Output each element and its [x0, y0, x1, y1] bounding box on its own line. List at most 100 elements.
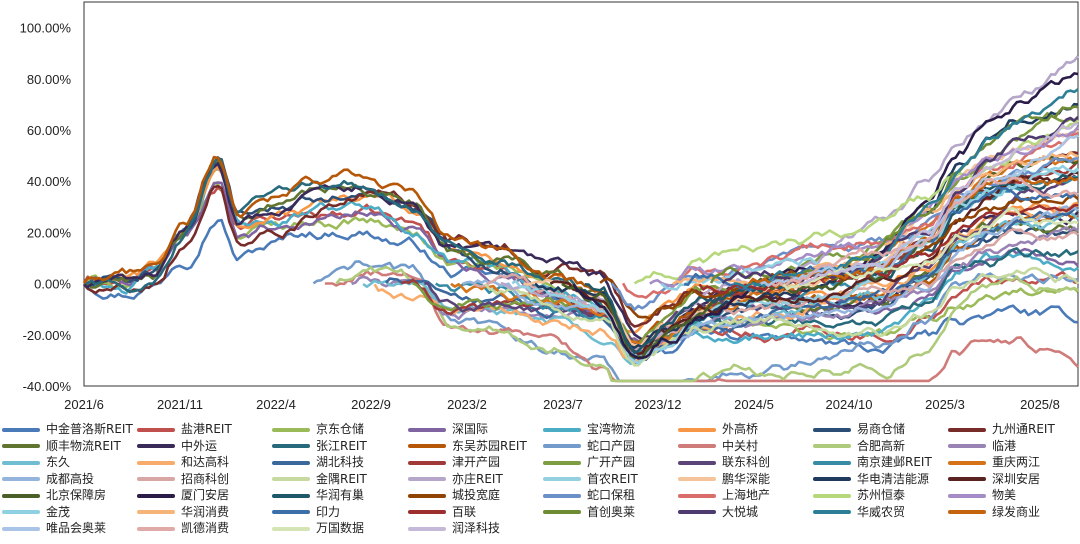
- legend-swatch: [948, 444, 986, 448]
- legend-item: 苏州恒泰: [813, 488, 905, 503]
- legend-label: 厦门安居: [181, 488, 230, 502]
- legend-label: 百联: [452, 504, 477, 519]
- legend-item: 东久: [2, 455, 70, 470]
- legend-label: 苏州恒泰: [857, 488, 906, 502]
- legend-item: 华润消费: [137, 505, 229, 520]
- legend-item: 中关村: [678, 439, 758, 454]
- legend-item: 蛇口产园: [543, 439, 635, 454]
- series-line: [373, 204, 1079, 364]
- legend-label: 物美: [992, 488, 1017, 502]
- legend-label: 蛇口产园: [587, 438, 636, 453]
- legend-label: 东吴苏园REIT: [452, 438, 527, 453]
- legend-item: 广开产园: [543, 455, 635, 470]
- legend-item: 京东仓储: [272, 422, 364, 437]
- legend-item: 临港: [948, 439, 1016, 454]
- series-line: [549, 171, 1079, 356]
- y-tick-label: 80.00%: [27, 72, 72, 87]
- legend-item: 合肥高新: [813, 439, 905, 454]
- legend-swatch: [543, 510, 581, 514]
- series-line: [771, 176, 1079, 288]
- legend-item: 中外运: [137, 439, 217, 454]
- legend-label: 津开产园: [452, 455, 501, 469]
- legend-swatch: [948, 460, 986, 465]
- series-line: [484, 266, 1079, 367]
- legend-label: 中关村: [722, 438, 759, 453]
- legend-label: 首创奥莱: [587, 504, 636, 519]
- legend-label: 北京保障房: [46, 488, 107, 502]
- y-axis-ticks: 100.00% 80.00% 60.00% 40.00% 20.00% 0.00% -20.…: [20, 21, 72, 394]
- legend-item: 金茂: [2, 505, 70, 520]
- legend-label: 华威农贸: [857, 504, 906, 519]
- legend-swatch: [272, 444, 310, 448]
- legend-item: 北京保障房: [2, 488, 106, 503]
- legend-item: 中金普洛斯REIT: [2, 422, 133, 437]
- legend-label: 金隅REIT: [316, 471, 367, 486]
- y-tick-label: 40.00%: [27, 174, 72, 189]
- legend-label: 九州通REIT: [992, 422, 1055, 436]
- legend-label: 凯德消费: [181, 521, 230, 535]
- legend-label: 顺丰物流REIT: [46, 438, 121, 453]
- series-line: [633, 119, 1079, 285]
- y-tick-label: -40.00%: [23, 379, 72, 394]
- legend-label: 中外运: [181, 438, 218, 453]
- legend-item: 招商科创: [137, 472, 229, 487]
- x-tick-label: 2024/5: [734, 397, 774, 412]
- legend-item: 印力: [272, 505, 340, 520]
- legend-item: 成都高投: [2, 472, 94, 487]
- legend-item: 金隅REIT: [272, 472, 367, 487]
- legend-label: 亦庄REIT: [452, 471, 503, 486]
- x-tick-label: 2025/8: [1020, 397, 1060, 412]
- series-line: [335, 265, 1079, 383]
- legend-swatch: [2, 444, 40, 448]
- legend-label: 东久: [46, 455, 71, 469]
- legend-item: 华润有巢: [272, 488, 364, 503]
- series-layer: [82, 55, 1080, 383]
- legend-swatch: [2, 460, 40, 465]
- legend-label: 张江REIT: [316, 438, 367, 453]
- legend-label: 华润消费: [181, 504, 230, 519]
- x-tick-label: 2023/7: [543, 397, 583, 412]
- x-tick-label: 2021/6: [64, 397, 104, 412]
- legend-swatch: [137, 510, 175, 514]
- legend-swatch: [678, 477, 716, 481]
- legend-label: 外高桥: [722, 422, 759, 436]
- legend-label: 唯品会奥莱: [46, 521, 107, 535]
- legend-swatch: [678, 510, 716, 514]
- legend-swatch: [2, 510, 40, 514]
- y-tick-label: 60.00%: [27, 123, 72, 138]
- legend-item: 厦门安居: [137, 488, 229, 503]
- legend-item: 宝湾物流: [543, 422, 635, 437]
- legend-swatch: [408, 493, 446, 498]
- legend-item: 大悦城: [678, 505, 758, 520]
- legend-label: 合肥高新: [857, 438, 906, 453]
- legend-swatch: [137, 477, 175, 481]
- legend-item: 重庆两江: [948, 455, 1040, 470]
- series-line: [698, 203, 1079, 295]
- legend-item: 蛇口保租: [543, 488, 635, 503]
- legend-swatch: [2, 477, 40, 481]
- legend-label: 深圳安居: [992, 471, 1041, 486]
- legend-swatch: [948, 493, 986, 498]
- legend-label: 鹏华深能: [722, 471, 771, 486]
- legend-label: 首农REIT: [587, 471, 638, 486]
- legend-label: 京东仓储: [316, 422, 365, 436]
- legend-label: 城投宽庭: [452, 488, 501, 502]
- x-tick-label: 2023/12: [635, 397, 682, 412]
- legend-label: 联东科创: [722, 455, 771, 469]
- series-line: [721, 115, 1079, 285]
- legend-swatch: [2, 526, 40, 531]
- y-tick-label: 100.00%: [20, 21, 72, 36]
- legend-item: 绿发商业: [948, 505, 1040, 520]
- legend-swatch: [408, 477, 446, 481]
- legend-swatch: [678, 444, 716, 448]
- legend-swatch: [408, 427, 446, 432]
- x-tick-label: 2022/9: [351, 397, 391, 412]
- legend-swatch: [272, 493, 310, 498]
- legend-item: 华威农贸: [813, 505, 905, 520]
- legend-item: 城投宽庭: [408, 488, 500, 503]
- legend-label: 成都高投: [46, 471, 95, 486]
- legend-label: 重庆两江: [992, 455, 1041, 469]
- legend-swatch: [137, 526, 175, 531]
- legend-item: 深国际: [408, 422, 488, 437]
- legend-label: 上海地产: [722, 488, 771, 502]
